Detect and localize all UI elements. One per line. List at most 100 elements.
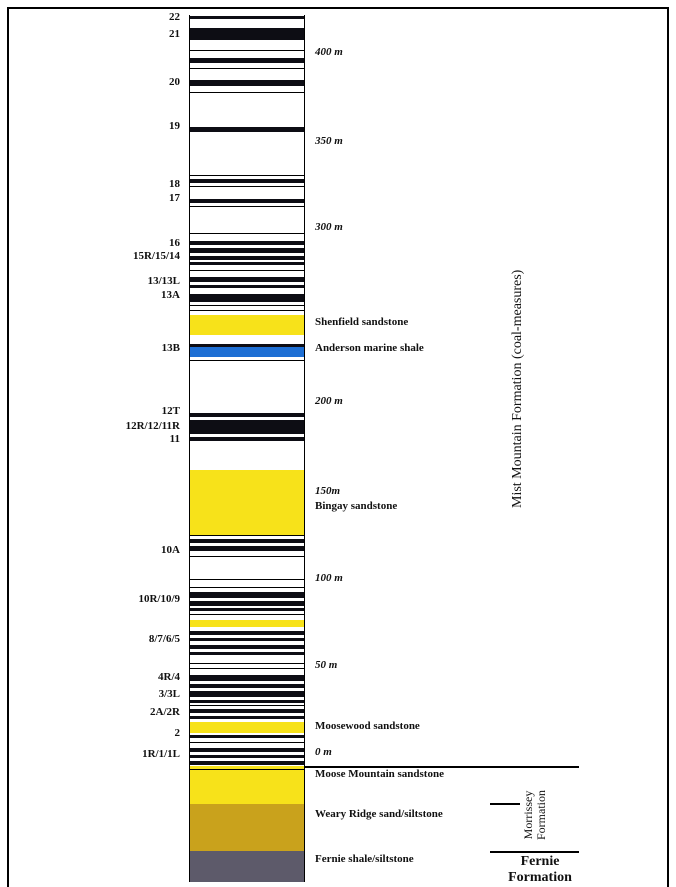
unit-label-anderson: Anderson marine shale (315, 342, 424, 354)
coal-seam-20 (190, 80, 304, 86)
coal-seam-1r (190, 748, 304, 752)
weary-ridge-sand-siltstone (190, 804, 304, 851)
seam-label-15r: 15R/15/14 (132, 250, 180, 262)
coal-seam-4 (190, 684, 304, 688)
seam-label-8: 8/7/6/5 (148, 633, 180, 645)
formation-boundary-line-lower (490, 851, 579, 853)
coal-seam-10a-a (190, 539, 304, 543)
bed-boundary-line (190, 92, 304, 93)
depth-label-350: 350 m (315, 135, 343, 147)
coal-seam-4r (190, 675, 304, 681)
bed-boundary-line (190, 233, 304, 234)
depth-label-0: 0 m (315, 746, 332, 758)
seam-label-12t: 12T (161, 405, 180, 417)
mist-mountain-formation-label: Mist Mountain Formation (coal-measures) (510, 269, 525, 508)
bed-boundary-line (190, 579, 304, 580)
bed-boundary-line (190, 360, 304, 361)
depth-label-150: 150m (315, 485, 341, 497)
coal-seam-13a (190, 294, 304, 302)
seam-label-11: 11 (169, 433, 180, 445)
seam-label-10a: 10A (161, 544, 180, 556)
coal-seam-2a (190, 709, 304, 713)
bingay-sandstone (190, 470, 304, 535)
coal-seam-1l (190, 761, 304, 765)
morrissey-tick-upper (490, 803, 520, 805)
bed-boundary-line (190, 769, 304, 770)
seam-label-1r: 1R/1/1L (142, 748, 180, 760)
coal-seam-10a-b (190, 546, 304, 551)
coal-seam-2r (190, 716, 304, 719)
depth-label-50: 50 m (315, 659, 338, 671)
coal-seam-22 (190, 16, 304, 19)
coal-seam-17 (190, 199, 304, 203)
seam-label-3: 3/3L (158, 688, 180, 700)
bed-boundary-line (190, 68, 304, 69)
bed-boundary-line (190, 705, 304, 706)
bed-boundary-line (190, 535, 304, 536)
seam-label-13b: 13B (161, 342, 180, 354)
bed-boundary-line (190, 663, 304, 664)
fernie-line-2: Formation (508, 870, 572, 885)
coal-seam-3 (190, 691, 304, 697)
coal-seam-7 (190, 638, 304, 641)
coal-seam-11 (190, 437, 304, 441)
coal-seam-21 (190, 28, 304, 40)
morrissey-line-1: Morrissey (521, 790, 535, 840)
coal-seam-9 (190, 608, 304, 611)
coal-seam-5 (190, 652, 304, 655)
coal-seam-18 (190, 179, 304, 183)
stratigraphic-column (189, 15, 305, 882)
bed-boundary-line (190, 668, 304, 669)
depth-label-300: 300 m (315, 221, 343, 233)
seam-label-12r: 12R/12/11R (125, 420, 180, 432)
bed-boundary-line (190, 270, 304, 271)
coal-seam-2 (190, 735, 304, 738)
seam-label-18: 18 (169, 178, 180, 190)
bed-boundary-line (190, 50, 304, 51)
unit-label-weary-ridge: Weary Ridge sand/siltstone (315, 808, 443, 820)
coal-seam-1 (190, 755, 304, 758)
seam-label-13: 13/13L (147, 275, 180, 287)
depth-label-100: 100 m (315, 572, 343, 584)
seam-label-2: 2 (174, 727, 181, 739)
moosewood-sandstone (190, 722, 304, 733)
coal-seam-12r (190, 420, 304, 434)
bed-boundary-line (190, 305, 304, 306)
fernie-formation-label: Fernie Formation (490, 854, 590, 886)
coal-seam (190, 58, 304, 63)
unit-label-moose-mountain: Moose Mountain sandstone (315, 768, 444, 780)
coal-seam-13b (190, 344, 304, 347)
seam-label-22: 22 (169, 11, 180, 23)
seam-label-20: 20 (169, 76, 180, 88)
fernie-line-1: Fernie (520, 854, 560, 869)
unit-label-moosewood: Moosewood sandstone (315, 720, 420, 732)
bed-boundary-line (190, 206, 304, 207)
depth-label-400: 400 m (315, 46, 343, 58)
coal-seam-8 (190, 631, 304, 635)
seam-label-17: 17 (169, 192, 180, 204)
bed-boundary-line (190, 310, 304, 311)
coal-seam-13 (190, 277, 304, 282)
coal-seam-10r (190, 592, 304, 598)
bed-boundary-line (190, 175, 304, 176)
seam-label-4r: 4R/4 (158, 671, 180, 683)
shenfield-sandstone (190, 315, 304, 335)
bed-boundary-line (190, 587, 304, 588)
bed-boundary-line (190, 614, 304, 615)
bed-boundary-line (190, 742, 304, 743)
figure-border (7, 7, 669, 887)
formation-boundary-line (305, 766, 579, 768)
morrissey-line-2: Formation (534, 790, 548, 840)
bed-boundary-line (190, 186, 304, 187)
moose-mountain-sandstone (190, 766, 304, 804)
coal-seam-16b (190, 248, 304, 253)
coal-seam-13l (190, 285, 304, 288)
bed-boundary-line (190, 556, 304, 557)
coal-seam-14 (190, 262, 304, 265)
coal-seam-3l (190, 700, 304, 703)
coal-seam-6 (190, 645, 304, 649)
seam-label-19: 19 (169, 120, 180, 132)
coal-seam-19 (190, 127, 304, 132)
morrissey-formation-label: Morrissey Formation (521, 790, 548, 840)
